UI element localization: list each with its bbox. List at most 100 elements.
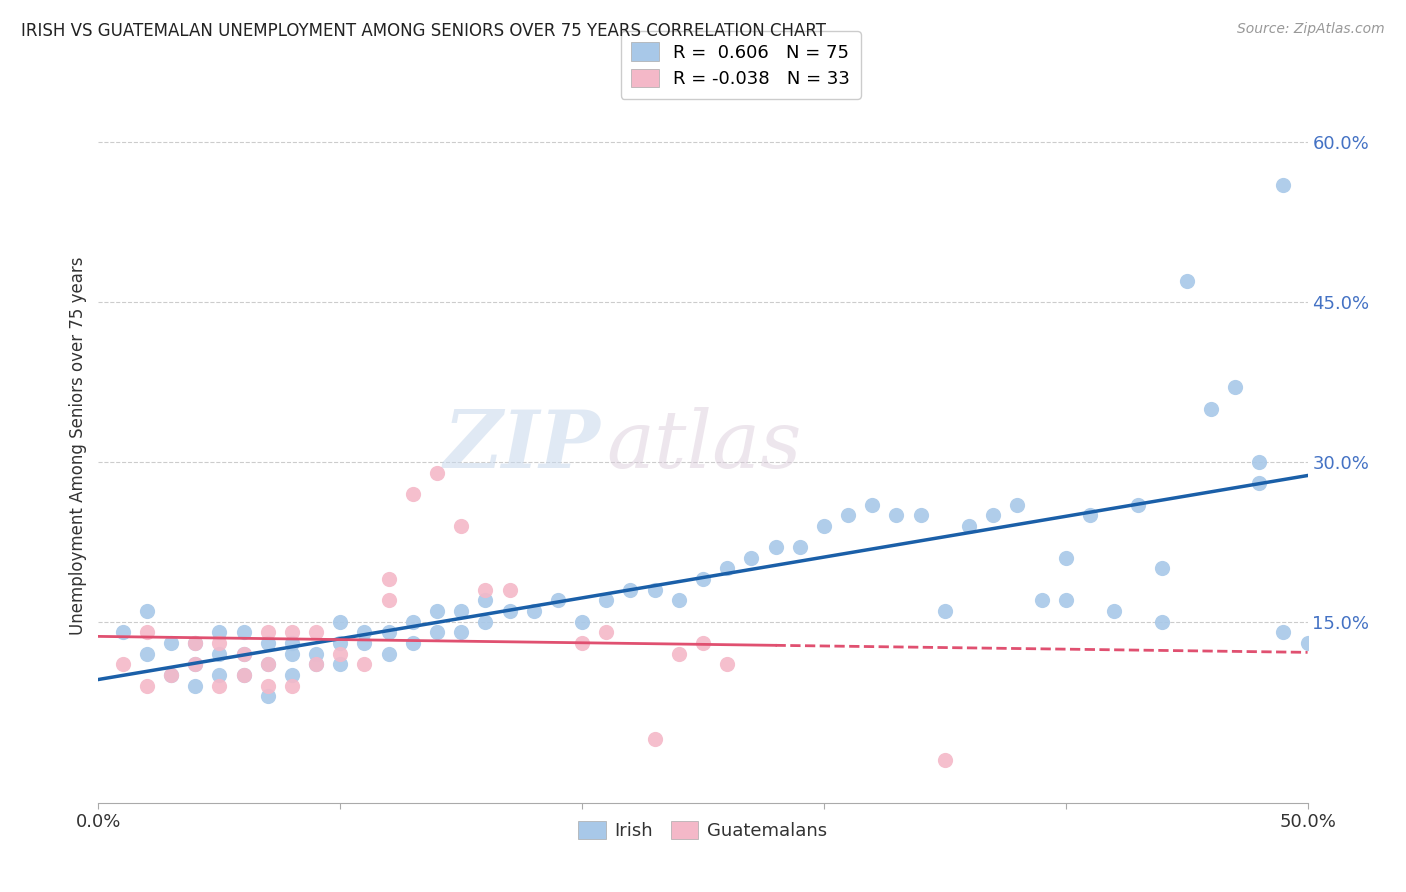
- Point: [208, 668, 231, 682]
- Point: [135, 679, 157, 693]
- Text: ZIP: ZIP: [443, 408, 600, 484]
- Point: [1272, 178, 1295, 192]
- Point: [1249, 476, 1271, 491]
- Point: [256, 679, 278, 693]
- Point: [329, 615, 352, 629]
- Point: [281, 647, 304, 661]
- Point: [571, 636, 593, 650]
- Point: [281, 636, 304, 650]
- Point: [281, 625, 304, 640]
- Point: [668, 593, 690, 607]
- Point: [232, 668, 254, 682]
- Point: [450, 625, 472, 640]
- Point: [1249, 455, 1271, 469]
- Point: [377, 647, 399, 661]
- Point: [1223, 380, 1246, 394]
- Point: [813, 519, 835, 533]
- Point: [402, 636, 425, 650]
- Point: [232, 647, 254, 661]
- Point: [692, 636, 714, 650]
- Point: [353, 636, 375, 650]
- Point: [740, 550, 762, 565]
- Point: [160, 636, 183, 650]
- Point: [957, 519, 980, 533]
- Point: [208, 636, 231, 650]
- Point: [232, 625, 254, 640]
- Point: [256, 690, 278, 704]
- Point: [232, 668, 254, 682]
- Point: [305, 657, 328, 672]
- Point: [474, 582, 496, 597]
- Point: [256, 625, 278, 640]
- Point: [1054, 550, 1077, 565]
- Point: [184, 657, 207, 672]
- Point: [1054, 593, 1077, 607]
- Point: [644, 582, 666, 597]
- Point: [256, 657, 278, 672]
- Point: [474, 593, 496, 607]
- Point: [934, 753, 956, 767]
- Point: [160, 668, 183, 682]
- Point: [498, 582, 520, 597]
- Point: [426, 604, 449, 618]
- Point: [353, 625, 375, 640]
- Point: [1296, 636, 1319, 650]
- Point: [450, 519, 472, 533]
- Point: [184, 636, 207, 650]
- Point: [305, 657, 328, 672]
- Point: [1175, 274, 1198, 288]
- Point: [208, 647, 231, 661]
- Point: [184, 657, 207, 672]
- Point: [281, 668, 304, 682]
- Legend: Irish, Guatemalans: Irish, Guatemalans: [571, 814, 835, 847]
- Point: [329, 647, 352, 661]
- Point: [135, 604, 157, 618]
- Point: [1152, 561, 1174, 575]
- Point: [305, 647, 328, 661]
- Point: [644, 731, 666, 746]
- Point: [450, 604, 472, 618]
- Point: [1272, 625, 1295, 640]
- Point: [208, 625, 231, 640]
- Point: [474, 615, 496, 629]
- Point: [619, 582, 641, 597]
- Point: [668, 647, 690, 661]
- Point: [716, 657, 738, 672]
- Point: [232, 647, 254, 661]
- Point: [402, 615, 425, 629]
- Point: [426, 466, 449, 480]
- Point: [886, 508, 908, 523]
- Point: [305, 625, 328, 640]
- Point: [281, 679, 304, 693]
- Point: [571, 615, 593, 629]
- Y-axis label: Unemployment Among Seniors over 75 years: Unemployment Among Seniors over 75 years: [69, 257, 87, 635]
- Point: [1078, 508, 1101, 523]
- Point: [184, 636, 207, 650]
- Point: [377, 593, 399, 607]
- Point: [765, 540, 787, 554]
- Point: [595, 593, 617, 607]
- Point: [353, 657, 375, 672]
- Point: [256, 657, 278, 672]
- Point: [377, 572, 399, 586]
- Point: [111, 625, 134, 640]
- Point: [1031, 593, 1053, 607]
- Point: [160, 668, 183, 682]
- Point: [111, 657, 134, 672]
- Point: [256, 636, 278, 650]
- Point: [595, 625, 617, 640]
- Point: [860, 498, 883, 512]
- Point: [498, 604, 520, 618]
- Point: [523, 604, 546, 618]
- Point: [426, 625, 449, 640]
- Text: IRISH VS GUATEMALAN UNEMPLOYMENT AMONG SENIORS OVER 75 YEARS CORRELATION CHART: IRISH VS GUATEMALAN UNEMPLOYMENT AMONG S…: [21, 22, 827, 40]
- Text: Source: ZipAtlas.com: Source: ZipAtlas.com: [1237, 22, 1385, 37]
- Point: [402, 487, 425, 501]
- Point: [547, 593, 569, 607]
- Point: [934, 604, 956, 618]
- Point: [184, 679, 207, 693]
- Point: [837, 508, 859, 523]
- Point: [208, 679, 231, 693]
- Point: [329, 636, 352, 650]
- Point: [329, 657, 352, 672]
